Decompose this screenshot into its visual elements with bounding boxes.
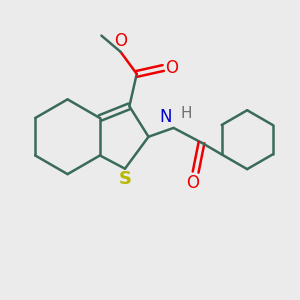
Text: O: O: [114, 32, 127, 50]
Text: O: O: [165, 59, 178, 77]
Text: O: O: [186, 174, 199, 192]
Text: N: N: [160, 108, 172, 126]
Text: S: S: [118, 170, 131, 188]
Text: H: H: [181, 106, 192, 121]
